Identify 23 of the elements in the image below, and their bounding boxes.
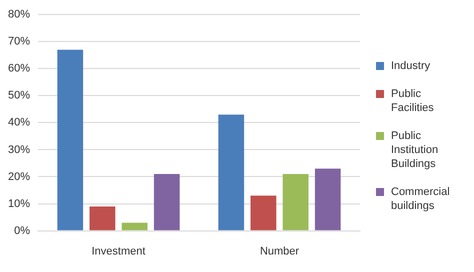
- bar: [282, 174, 308, 230]
- y-tick-label: 30%: [8, 144, 30, 156]
- y-tick-label: 50%: [8, 90, 30, 102]
- y-tick-label: 80%: [8, 8, 30, 21]
- legend-label: Commercial buildings: [391, 185, 451, 213]
- y-tick-label: 70%: [8, 36, 30, 48]
- x-tick-label: Number: [260, 245, 300, 258]
- legend-label: Public Institution Buildings: [391, 129, 440, 171]
- x-tick-label: Investment: [92, 245, 146, 258]
- bar: [122, 222, 148, 230]
- y-tick-label: 60%: [8, 62, 30, 75]
- bar: [218, 114, 244, 230]
- bar: [154, 174, 180, 230]
- bar: [250, 196, 276, 230]
- y-tick-label: 10%: [8, 198, 30, 210]
- y-tick-label: 0%: [14, 224, 30, 237]
- legend-label: Industry: [391, 59, 432, 73]
- bar: [314, 168, 341, 230]
- legend-label: Public Facilities: [391, 87, 435, 115]
- y-tick-label: 20%: [8, 170, 30, 183]
- bar: [90, 206, 116, 230]
- bar: [57, 50, 84, 230]
- y-tick-label: 40%: [8, 116, 30, 129]
